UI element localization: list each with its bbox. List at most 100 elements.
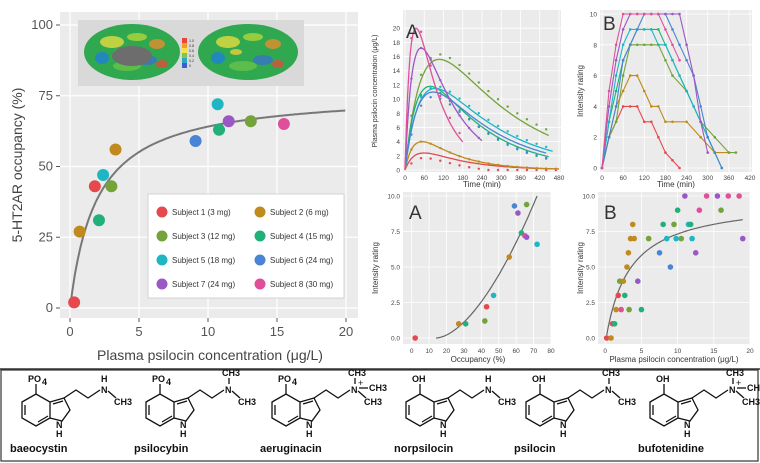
intensity-time-point bbox=[600, 166, 604, 170]
concentration-intensity-x-tick-label: 15 bbox=[710, 348, 718, 355]
intensity-time-curve bbox=[601, 13, 681, 169]
pk-sample-point bbox=[429, 85, 432, 89]
pk-sample-point bbox=[477, 160, 480, 163]
brain-colorbar-tick: 0.2 bbox=[189, 59, 194, 63]
pk-sample-point bbox=[535, 123, 538, 126]
occupancy-point bbox=[189, 135, 202, 148]
intensity-time-point bbox=[713, 151, 717, 154]
occupancy-intensity-point bbox=[511, 203, 518, 209]
occupancy-intensity-x-tick-label: 10 bbox=[426, 348, 434, 355]
pyrrole-ring bbox=[677, 397, 699, 422]
molecule-name: norpsilocin bbox=[394, 443, 454, 455]
brain-activity-spot bbox=[229, 61, 257, 71]
concentration-intensity-point bbox=[618, 306, 624, 313]
intensity-time-point bbox=[628, 105, 632, 108]
pk-curve bbox=[404, 85, 549, 171]
pyrrole-ring bbox=[433, 397, 455, 422]
intensity-time-point bbox=[650, 43, 653, 47]
occupancy-x-tick-label: 0 bbox=[66, 324, 73, 339]
occupancy-intensity-axes: 0 10 20 30 40 50 60 70 80 0.0 2.5 5.0 7.5 10.0 bbox=[387, 194, 555, 356]
legend-label: Subject 8 (30 mg) bbox=[270, 280, 333, 289]
intensity-time-point bbox=[635, 28, 639, 31]
intensity-time-curves bbox=[600, 12, 738, 170]
brain-activity-spot bbox=[243, 33, 263, 41]
pk-sample-point bbox=[496, 97, 500, 101]
occupancy-point bbox=[92, 214, 105, 227]
legend-label: Subject 5 (18 mg) bbox=[172, 256, 235, 265]
concentration-intensity-point bbox=[663, 235, 670, 242]
intensity-time-point bbox=[607, 135, 611, 139]
methyl-group: CH3 bbox=[348, 368, 366, 378]
pk-sample-point bbox=[410, 162, 413, 165]
legend-label: Subject 2 (6 mg) bbox=[270, 208, 329, 217]
brain-colorbar-segment bbox=[182, 53, 187, 58]
occupancy-y-tick-label: 75 bbox=[39, 88, 53, 103]
pk-sample-point bbox=[429, 64, 432, 67]
intensity-time-point bbox=[607, 105, 611, 108]
brain-activity-spot bbox=[272, 60, 284, 68]
brain-colorbar-segment bbox=[182, 38, 187, 43]
intensity-time-point bbox=[642, 12, 646, 16]
phosphate-subscript: 4 bbox=[292, 377, 297, 387]
concentration-intensity-point bbox=[714, 193, 721, 199]
pk-y-tick-label: 14 bbox=[393, 68, 401, 75]
intensity-time-point bbox=[706, 151, 710, 154]
pk-sample-point bbox=[477, 125, 480, 128]
brain-activity-spot bbox=[253, 55, 273, 65]
pk-sample-point bbox=[506, 142, 509, 146]
pk-sample-point bbox=[506, 164, 509, 168]
legend-swatch bbox=[254, 230, 266, 242]
pk-sample-point bbox=[439, 146, 442, 150]
pk-y-tick-label: 0 bbox=[396, 168, 400, 175]
pk-sample-point bbox=[419, 156, 423, 160]
intensity-time-x-tick-label: 180 bbox=[660, 175, 671, 182]
legend-swatch bbox=[156, 278, 168, 290]
legend-label: Subject 3 (12 mg) bbox=[172, 232, 235, 241]
intensity-time-point bbox=[671, 120, 674, 124]
occupancy-intensity-point bbox=[523, 234, 530, 240]
brain-activity-spot bbox=[216, 36, 240, 48]
intensity-time-point bbox=[621, 43, 625, 47]
double-bond bbox=[302, 400, 314, 405]
occupancy-y-tick-label: 50 bbox=[39, 159, 53, 174]
pk-sample-point bbox=[419, 30, 423, 34]
ring-nitrogen: N bbox=[180, 420, 187, 430]
intensity-time-point bbox=[706, 135, 710, 139]
pk-sample-point bbox=[525, 168, 529, 172]
intensity-time-x-tick-label: 420 bbox=[745, 175, 756, 182]
intensity-time-point bbox=[734, 151, 738, 154]
brain-activity-spot bbox=[265, 39, 281, 49]
methyl-group: CH3 bbox=[369, 383, 387, 393]
occupancy-intensity-panel-label: A bbox=[409, 203, 422, 224]
occupancy-intensity-point bbox=[482, 318, 488, 324]
intensity-time-point bbox=[671, 43, 674, 47]
intensity-time-point bbox=[664, 12, 667, 16]
occupancy-axes: 0 5 10 15 20 0 25 50 75 100 bbox=[31, 17, 353, 339]
benzene-ring bbox=[21, 393, 51, 427]
intensity-time-x-tick-label: 120 bbox=[639, 175, 650, 182]
phosphate-group: PO bbox=[278, 374, 291, 384]
intensity-time-point bbox=[685, 43, 688, 47]
legend-swatch bbox=[156, 230, 168, 242]
phosphate-group: PO bbox=[28, 374, 41, 384]
pk-sample-point bbox=[410, 148, 413, 151]
methyl-bond bbox=[231, 390, 241, 399]
intensity-time-point bbox=[628, 74, 632, 77]
intensity-time-curve bbox=[601, 44, 736, 169]
intensity-time-point bbox=[635, 12, 639, 16]
pk-panel-a: 0 60 120 180 240 300 360 420 480 0 2 4 6 8 10 12 14 16 18 2… bbox=[372, 10, 565, 189]
methyl-group: CH3 bbox=[602, 368, 620, 378]
occupancy-intensity-panel: 0 10 20 30 40 50 60 70 80 0.0 2.5 5.0 7.5 10.0 A Occu… bbox=[371, 192, 555, 364]
intensity-time-point bbox=[699, 120, 702, 124]
legend-label: Subject 7 (24 mg) bbox=[172, 280, 235, 289]
legend-swatch bbox=[156, 254, 168, 266]
double-bond bbox=[680, 400, 692, 405]
intensity-time-point bbox=[727, 151, 731, 154]
intensity-time-point bbox=[664, 28, 667, 31]
occupancy-y-tick-label: 0 bbox=[46, 300, 53, 315]
pk-sample-point bbox=[487, 168, 490, 172]
brain-colorbar-tick: 1.0 bbox=[189, 39, 194, 43]
intensity-time-point bbox=[650, 28, 653, 31]
